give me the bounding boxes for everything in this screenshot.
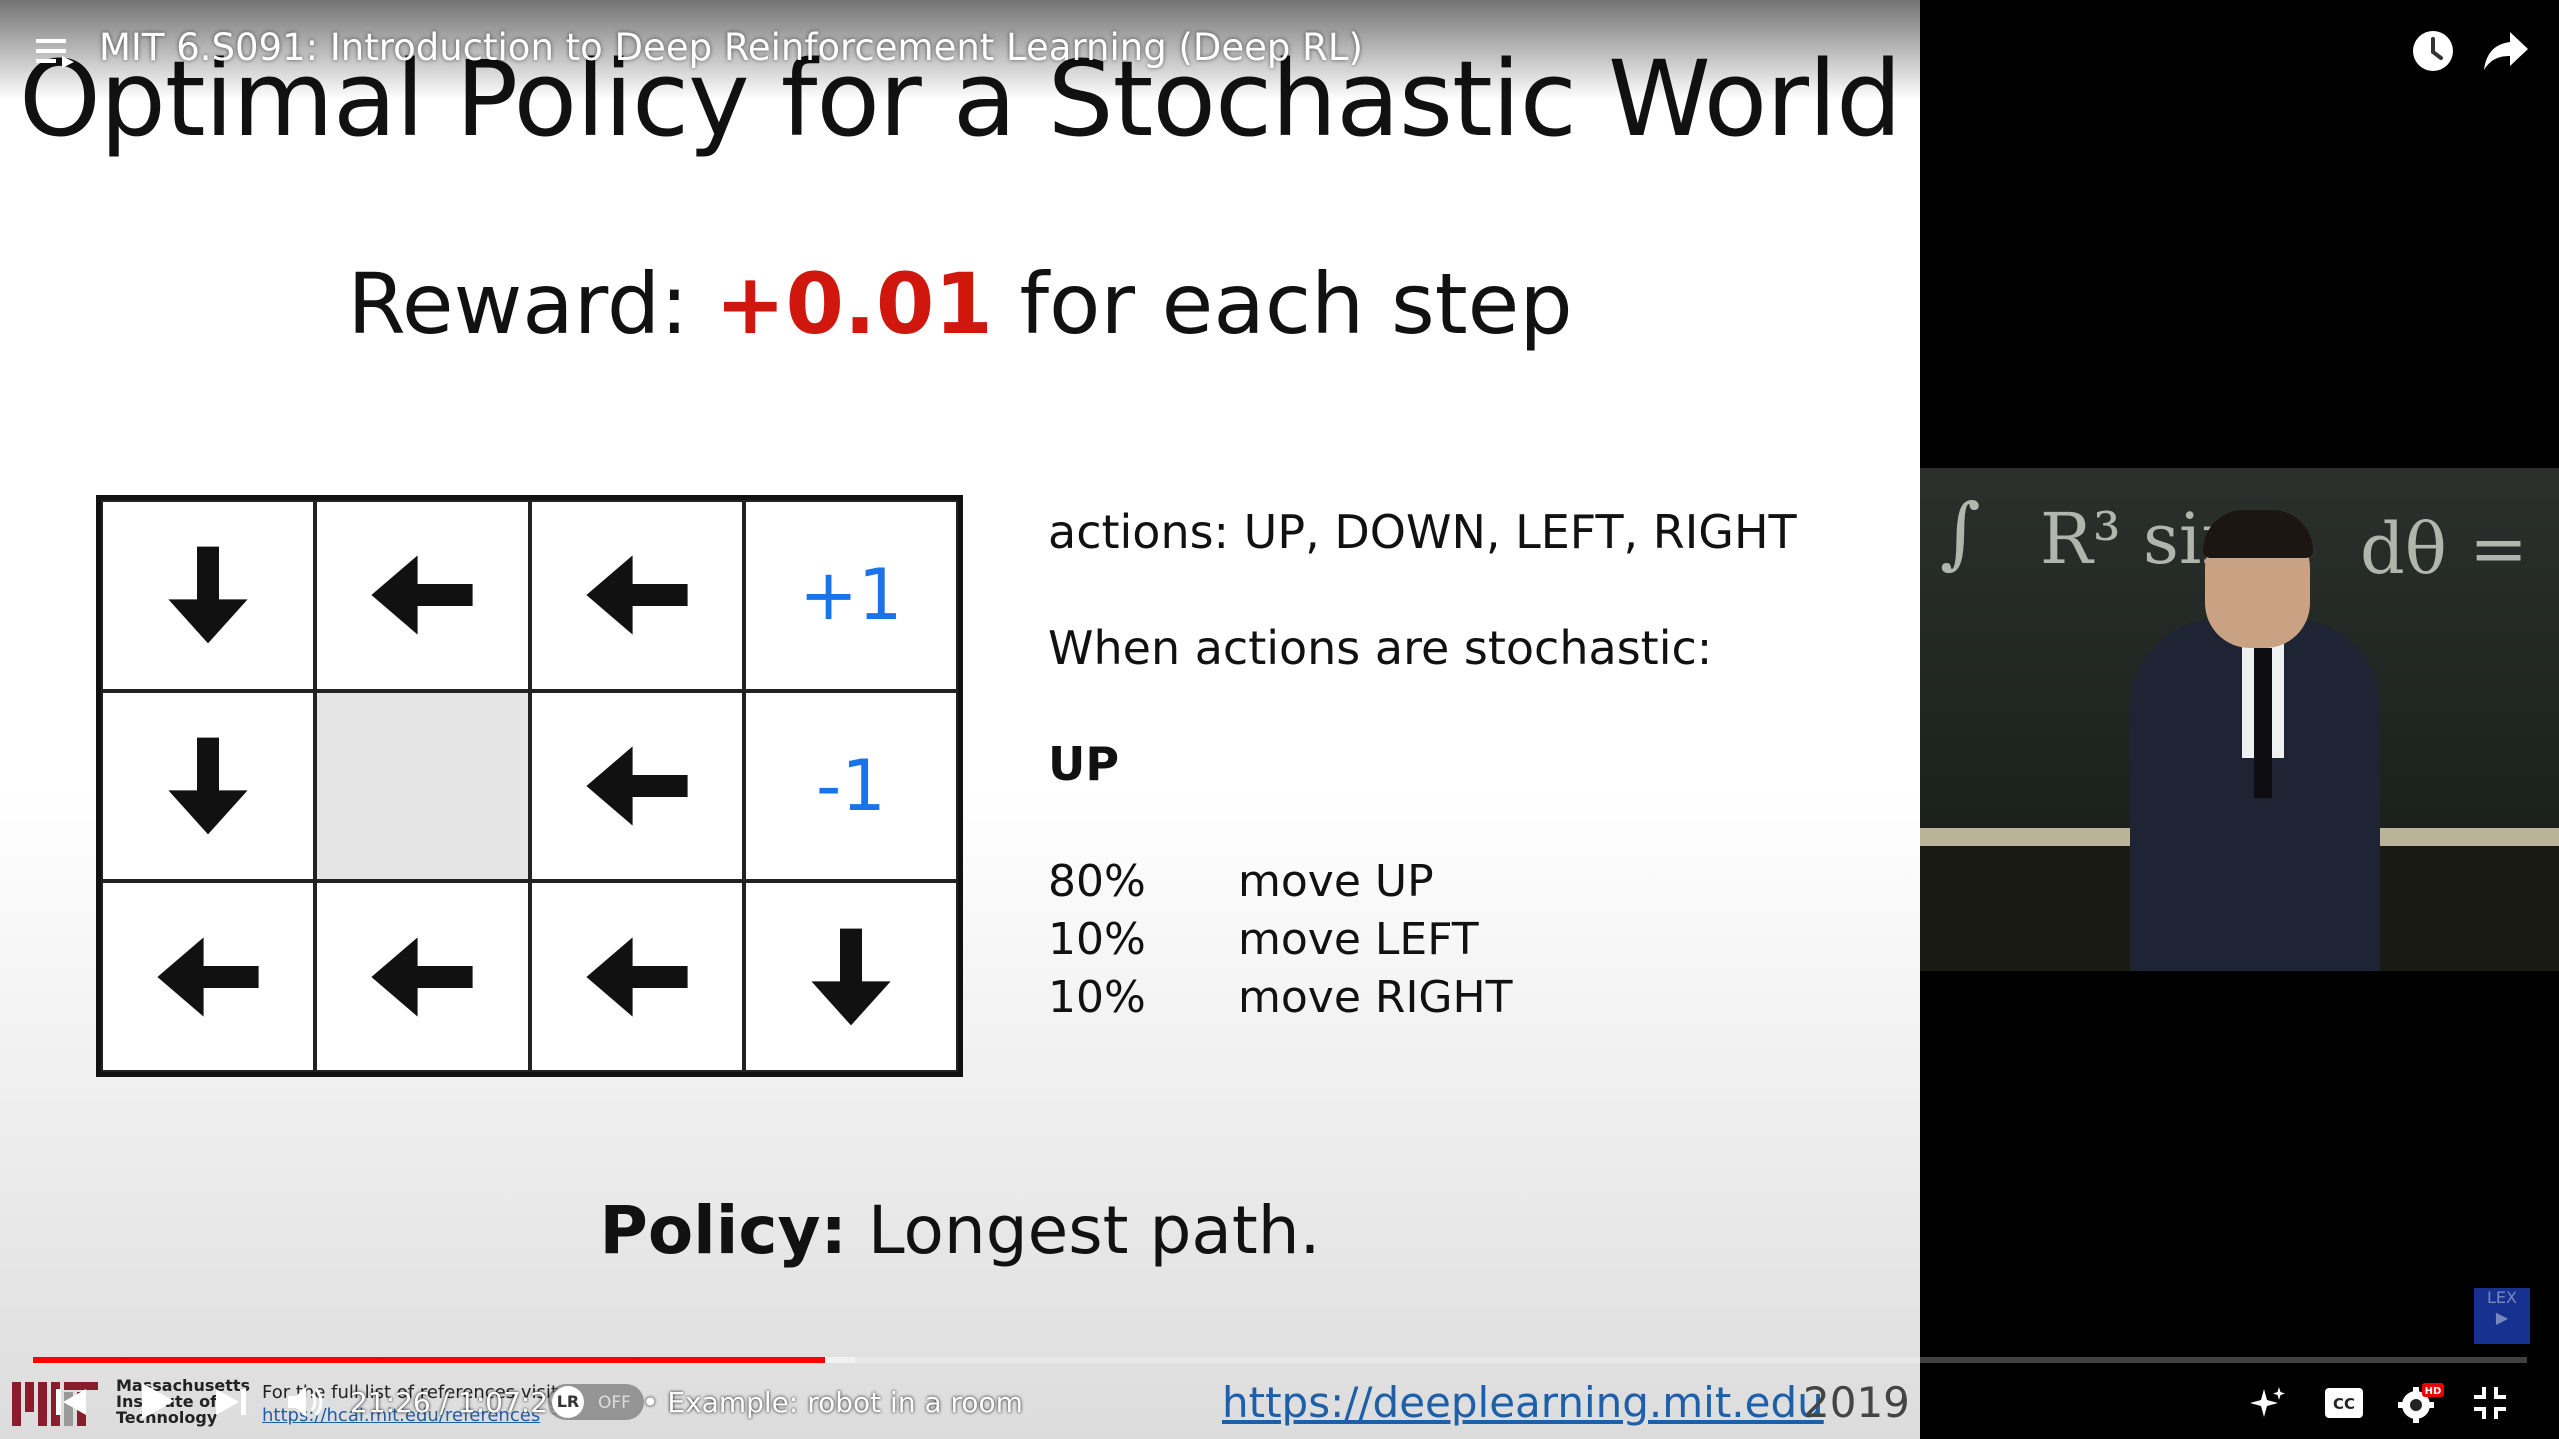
arrow-down-icon: [811, 928, 891, 1026]
reward-value: +0.01: [715, 255, 993, 353]
stochastic-line: When actions are stochastic:: [1048, 621, 1713, 675]
ai-sparkle-icon[interactable]: [2250, 1385, 2286, 1421]
settings-icon[interactable]: HD: [2396, 1381, 2446, 1425]
grid-cell-left: [315, 881, 530, 1072]
reward-prefix: Reward:: [347, 255, 716, 353]
speaker-tie: [2254, 648, 2272, 798]
grid-cell-left: [529, 690, 744, 882]
play-icon[interactable]: [136, 1381, 176, 1421]
probability-label: move RIGHT: [1238, 972, 1513, 1023]
chalk-writing: ∫: [1940, 488, 1981, 578]
grid-cell-left: [529, 500, 744, 691]
probability-row: 10% move LEFT: [1048, 914, 1479, 965]
next-icon[interactable]: [214, 1385, 248, 1419]
chalk-writing: dθ =: [2360, 508, 2528, 590]
chapter-title[interactable]: • Example: robot in a room: [642, 1386, 1023, 1419]
lr-toggle-state: OFF: [598, 1393, 631, 1413]
svg-text:CC: CC: [2333, 1395, 2355, 1413]
grid-cell-terminal: +1: [743, 500, 958, 691]
reward-suffix: for each step: [992, 255, 1573, 353]
terminal-reward: -1: [815, 744, 886, 827]
player-controls: CC HD: [0, 1363, 2559, 1439]
grid-cell-down: [101, 690, 316, 882]
course-url[interactable]: https://deeplearning.mit.edu: [1222, 1378, 1824, 1427]
volume-icon[interactable]: [286, 1383, 326, 1421]
grid-cell-left: [101, 881, 316, 1072]
probability-pct: 80%: [1048, 856, 1146, 907]
references-link[interactable]: https://hcai.mit.edu/references: [262, 1405, 541, 1426]
lr-toggle[interactable]: LR OFF: [548, 1384, 644, 1420]
references-note: For the full list of references visit: h…: [262, 1382, 564, 1426]
captions-icon[interactable]: CC: [2324, 1387, 2364, 1419]
grid-cell-down: [743, 881, 958, 1072]
references-text: For the full list of references visit:: [262, 1382, 565, 1403]
arrow-down-icon: [168, 737, 248, 835]
probability-row: 80% move UP: [1048, 856, 1434, 907]
probability-pct: 10%: [1048, 972, 1146, 1023]
svg-text:HD: HD: [2425, 1386, 2442, 1397]
video-title[interactable]: MIT 6.S091: Introduction to Deep Reinfor…: [99, 26, 1363, 69]
progress-buffered: [824, 1357, 855, 1363]
time-display: 21:26 / 1:07:29: [350, 1386, 566, 1419]
exit-fullscreen-icon[interactable]: [2472, 1385, 2508, 1421]
arrow-left-icon: [157, 937, 259, 1017]
speaker-hair: [2203, 510, 2313, 558]
menu-icon[interactable]: [36, 36, 76, 68]
probability-pct: 10%: [1048, 914, 1146, 965]
arrow-left-icon: [371, 937, 473, 1017]
player-top-bar: MIT 6.S091: Introduction to Deep Reinfor…: [0, 0, 2559, 100]
arrow-left-icon: [586, 937, 688, 1017]
grid-cell-terminal: -1: [743, 690, 958, 882]
grid-cell-down: [101, 500, 316, 691]
policy-line: Policy: Longest path.: [0, 1192, 1920, 1269]
course-year: 2019: [1803, 1378, 1910, 1427]
policy-grid: +1 -1: [96, 495, 963, 1077]
institution-line: Technology: [116, 1408, 218, 1427]
probability-row: 10% move RIGHT: [1048, 972, 1512, 1023]
share-icon[interactable]: [2482, 28, 2530, 72]
prev-icon[interactable]: [54, 1385, 88, 1419]
reward-line: Reward: +0.01 for each step: [0, 255, 1920, 353]
slide: Optimal Policy for a Stochastic World Re…: [0, 0, 1920, 1439]
grid-cell-left: [315, 500, 530, 691]
channel-watermark[interactable]: LEX ▶: [2474, 1288, 2530, 1344]
action-heading: UP: [1048, 737, 1120, 791]
terminal-reward: +1: [799, 554, 903, 637]
arrow-left-icon: [586, 555, 688, 635]
progress-played: [33, 1357, 825, 1363]
policy-text: Longest path.: [846, 1192, 1321, 1269]
actions-line: actions: UP, DOWN, LEFT, RIGHT: [1048, 505, 1797, 559]
probability-label: move UP: [1238, 856, 1434, 907]
watch-later-icon[interactable]: [2410, 28, 2456, 74]
probability-label: move LEFT: [1238, 914, 1479, 965]
lr-toggle-knob: LR: [552, 1386, 584, 1418]
arrow-left-icon: [371, 555, 473, 635]
policy-label: Policy:: [599, 1192, 847, 1269]
grid-cell-wall: [315, 690, 530, 882]
progress-bar[interactable]: [33, 1357, 2527, 1363]
arrow-left-icon: [586, 746, 688, 826]
grid-cell-left: [529, 881, 744, 1072]
speaker-video-inset: ∫ R³ sin dθ =: [1920, 468, 2559, 971]
arrow-down-icon: [168, 546, 248, 644]
